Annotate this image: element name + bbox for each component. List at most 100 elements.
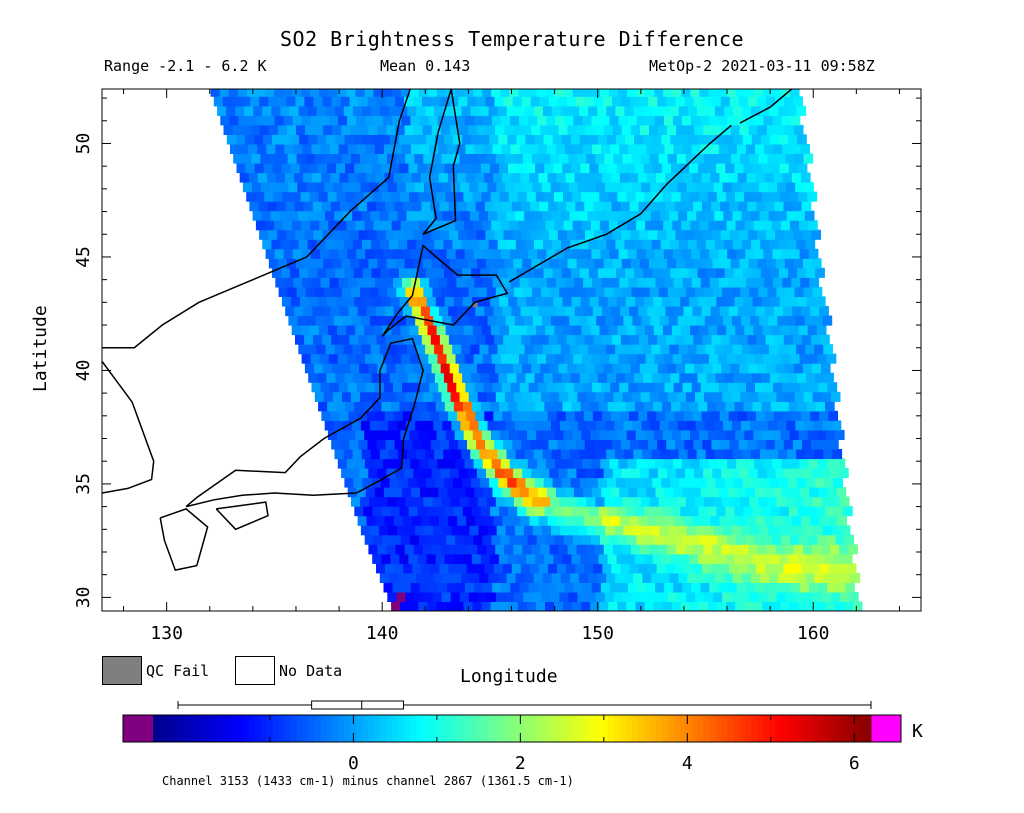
colorbar-segment — [679, 715, 687, 742]
colorbar-segment — [506, 715, 513, 742]
colorbar-segment — [512, 715, 519, 742]
colorbar-segment — [368, 715, 375, 742]
colorbar-segment — [847, 715, 854, 742]
colorbar-segment — [715, 715, 722, 742]
colorbar-segment — [206, 715, 214, 742]
colorbar-segment — [547, 715, 555, 742]
colorbar-tick-label: 4 — [682, 753, 693, 774]
colorbar-segment — [350, 715, 357, 742]
colorbar-segment — [835, 715, 842, 742]
colorbar-segment — [667, 715, 675, 742]
colorbar-segment — [464, 715, 471, 742]
colorbar-segment — [164, 715, 172, 742]
colorbar-segment — [811, 715, 818, 742]
colorbar-segment — [529, 715, 537, 742]
colorbar-segment — [410, 715, 417, 742]
colorbar-segment — [817, 715, 824, 742]
colorbar-segment — [302, 715, 310, 742]
colorbar-unit: K — [912, 721, 923, 742]
coastline-kyushu — [159, 508, 209, 571]
colorbar-segment — [757, 715, 764, 742]
colorbar-segment — [452, 715, 459, 742]
colorbar-segment — [170, 715, 178, 742]
coastline-kamchatka — [739, 89, 793, 124]
colorbar-segment — [308, 715, 316, 742]
coastline-kurils — [508, 124, 732, 283]
colorbar-segment — [781, 715, 788, 742]
colorbar-segment — [482, 715, 489, 742]
colorbar-segment — [793, 715, 800, 742]
colorbar-segment — [176, 715, 184, 742]
colorbar-segment — [386, 715, 393, 742]
colorbar-segment — [398, 715, 405, 742]
colorbar-tick-label: 0 — [348, 753, 359, 774]
colorbar-segment — [470, 715, 477, 742]
colorbar-segment — [841, 715, 848, 742]
colorbar-segment — [392, 715, 399, 742]
colorbar-segment — [559, 715, 567, 742]
colorbar-segment — [290, 715, 298, 742]
coastline-hokkaido — [381, 244, 509, 337]
colorbar-segment — [703, 715, 710, 742]
colorbar-segment — [823, 715, 830, 742]
colorbar-segment — [631, 715, 639, 742]
colorbar-segment — [236, 715, 244, 742]
coastline-korea — [102, 360, 155, 494]
satellite-time-text: MetOp-2 2021-03-11 09:58Z — [649, 57, 875, 75]
colorbar-segment — [326, 715, 333, 742]
colorbar-segment — [278, 715, 286, 742]
chart-title: SO2 Brightness Temperature Difference — [279, 27, 745, 51]
colorbar-segment — [607, 715, 615, 742]
colorbar-segment — [260, 715, 268, 742]
range-text: Range -2.1 - 6.2 K — [104, 57, 267, 75]
colorbar-over — [871, 715, 901, 742]
colorbar-segment — [212, 715, 220, 742]
colorbar-segment — [859, 715, 866, 742]
colorbar-segment — [655, 715, 663, 742]
no-data-swatch — [235, 656, 275, 685]
colorbar-segment — [799, 715, 806, 742]
colorbar-segment — [488, 715, 495, 742]
colorbar-segment — [254, 715, 262, 742]
no-data-label: No Data — [279, 662, 343, 680]
x-tick-label: 140 — [366, 623, 399, 644]
colorbar-segment — [625, 715, 633, 742]
colorbar-segment — [440, 715, 447, 742]
colorbar-segment — [230, 715, 238, 742]
colorbar-segment — [422, 715, 429, 742]
colorbar-segment — [314, 715, 322, 742]
colorbar-segment — [272, 715, 280, 742]
colorbar-segment — [266, 715, 274, 742]
colorbar-segment — [224, 715, 232, 742]
colorbar-segment — [284, 715, 292, 742]
colorbar-segment — [356, 715, 363, 742]
colorbar-segment — [661, 715, 669, 742]
colorbar-segment — [601, 715, 609, 742]
colorbar-segment — [494, 715, 501, 742]
colorbar-frame — [122, 714, 902, 743]
colorbar-segment — [296, 715, 304, 742]
colorbar-segment — [673, 715, 681, 742]
colorbar-tick-label: 2 — [515, 753, 526, 774]
x-tick-label: 130 — [150, 623, 183, 644]
coastline-asia-coast — [102, 89, 411, 349]
mean-text: Mean 0.143 — [380, 57, 471, 75]
colorbar-segment — [583, 715, 591, 742]
y-tick-label: 30 — [73, 587, 94, 609]
colorbar-segment — [565, 715, 573, 742]
qc-fail-swatch — [102, 656, 142, 685]
colorbar-segment — [523, 715, 531, 742]
colorbar-segment — [553, 715, 561, 742]
colorbar-segment — [320, 715, 328, 742]
colorbar-segment — [242, 715, 250, 742]
x-axis-label: Longitude — [460, 666, 558, 687]
colorbar-segment — [434, 715, 441, 742]
colorbar-segment — [374, 715, 381, 742]
qc-fail-label: QC Fail — [146, 662, 210, 680]
colorbar-segment — [745, 715, 752, 742]
colorbar-segment — [721, 715, 728, 742]
colorbar-segment — [158, 715, 166, 742]
colorbar-segment — [458, 715, 465, 742]
colorbar-segment — [697, 715, 704, 742]
